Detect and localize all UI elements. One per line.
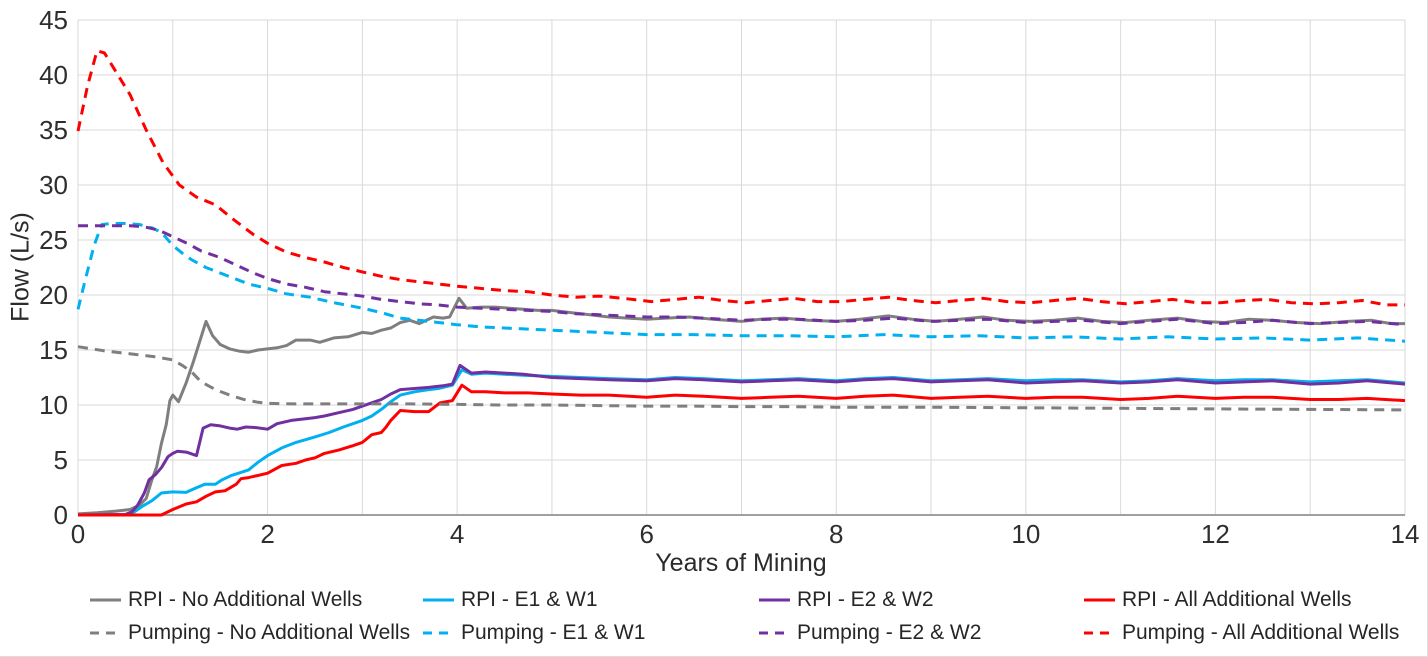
y-axis-title: Flow (L/s) — [6, 212, 35, 322]
y-tick-label: 15 — [39, 335, 68, 365]
y-tick-label: 25 — [39, 225, 68, 255]
legend-item-rpi-all-additional-wells[interactable]: RPI - All Additional Wells — [1082, 588, 1417, 611]
x-tick-label: 10 — [1011, 519, 1041, 549]
y-tick-label: 0 — [53, 500, 68, 530]
solid-line-swatch-icon — [1084, 598, 1115, 602]
legend-label: RPI - E2 & W2 — [797, 588, 934, 611]
legend-item-rpi-e1-w1[interactable]: RPI - E1 & W1 — [421, 588, 757, 611]
dashed-line-swatch-icon — [759, 631, 790, 635]
x-tick-label: 8 — [829, 519, 844, 549]
legend-label: Pumping - E2 & W2 — [797, 621, 982, 644]
series-line-pumping-no-additional-wells — [77, 345, 1406, 412]
legend-label: RPI - All Additional Wells — [1122, 588, 1352, 611]
series-line-rpi-e2-w2 — [77, 363, 1406, 517]
x-tick-label: 4 — [449, 519, 465, 549]
series-line-pumping-e1-w1 — [76, 222, 1406, 343]
legend-label: Pumping - No Additional Wells — [128, 621, 411, 644]
series-line-pumping-e2-w2 — [78, 224, 1406, 327]
x-tick-label: 14 — [1390, 519, 1420, 549]
legend-label: RPI - E1 & W1 — [461, 588, 598, 611]
x-axis-title: Years of Mining — [655, 549, 827, 577]
legend: RPI - No Additional Wells RPI - E1 & W1 … — [88, 588, 1417, 644]
dashed-line-swatch-icon — [1084, 631, 1115, 635]
legend-item-pumping-all-additional-wells[interactable]: Pumping - All Additional Wells — [1082, 621, 1417, 644]
legend-item-pumping-e2-w2[interactable]: Pumping - E2 & W2 — [757, 621, 1082, 644]
legend-label: Pumping - E1 & W1 — [461, 621, 646, 644]
y-tick-label: 5 — [53, 445, 68, 475]
series-line-rpi-all-additional-wells — [78, 383, 1406, 517]
x-tick-label: 2 — [260, 519, 275, 549]
x-tick-label: 6 — [639, 519, 654, 549]
legend-item-rpi-no-additional-wells[interactable]: RPI - No Additional Wells — [88, 588, 421, 611]
dashed-line-swatch-icon — [90, 631, 121, 635]
legend-label: RPI - No Additional Wells — [128, 588, 363, 611]
y-tick-label: 10 — [39, 390, 68, 420]
solid-line-swatch-icon — [423, 598, 454, 602]
legend-item-pumping-no-additional-wells[interactable]: Pumping - No Additional Wells — [88, 621, 421, 644]
y-tick-label: 30 — [39, 170, 68, 200]
y-tick-label: 40 — [39, 60, 68, 90]
y-tick-label: 45 — [39, 5, 68, 35]
solid-line-swatch-icon — [759, 598, 790, 602]
legend-item-pumping-e1-w1[interactable]: Pumping - E1 & W1 — [421, 621, 757, 644]
y-tick-label: 20 — [39, 280, 68, 310]
x-tick-label: 12 — [1200, 519, 1230, 549]
legend-label: Pumping - All Additional Wells — [1122, 621, 1400, 644]
x-tick-label: 0 — [70, 519, 86, 549]
dashed-line-swatch-icon — [423, 631, 454, 635]
series-line-rpi-e1-w1 — [77, 368, 1406, 517]
legend-item-rpi-e2-w2[interactable]: RPI - E2 & W2 — [757, 588, 1082, 611]
series-line-pumping-all-additional-wells — [76, 49, 1405, 307]
solid-line-swatch-icon — [90, 598, 121, 602]
y-tick-label: 35 — [39, 115, 68, 145]
